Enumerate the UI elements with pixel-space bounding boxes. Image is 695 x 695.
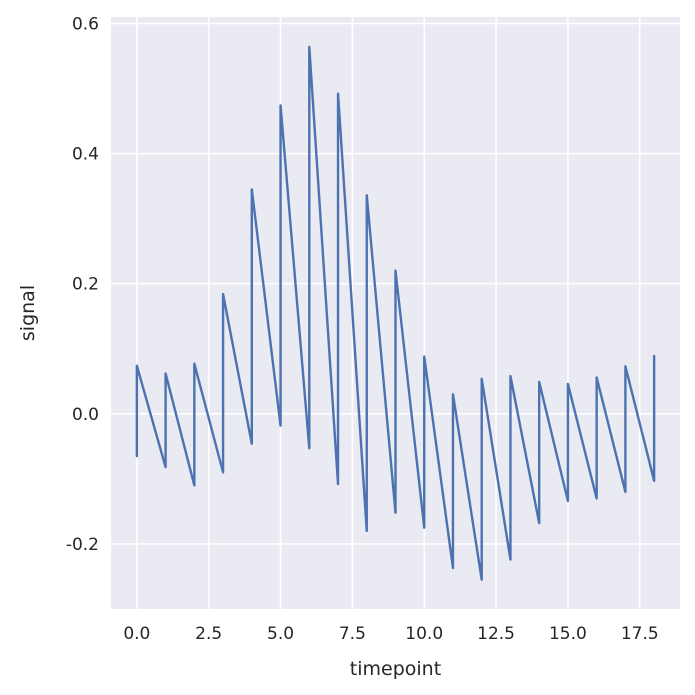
series-layer (135, 45, 656, 581)
y-axis-label: signal (17, 285, 39, 341)
y-tick-label: 0.0 (72, 405, 99, 425)
x-tick-label: 0.0 (123, 624, 150, 644)
signal-series-line (135, 45, 656, 581)
x-tick-label: 5.0 (267, 624, 294, 644)
x-tick-label: 12.5 (477, 624, 515, 644)
y-tick-label: 0.2 (72, 275, 99, 295)
y-tick-label: 0.6 (72, 15, 99, 35)
x-tick-label: 15.0 (549, 624, 587, 644)
y-tick-labels: -0.2 0.0 0.2 0.4 0.6 (66, 15, 99, 555)
x-tick-label: 2.5 (195, 624, 222, 644)
y-tick-label: -0.2 (66, 535, 99, 555)
x-tick-label: 17.5 (621, 624, 659, 644)
x-tick-label: 10.0 (405, 624, 443, 644)
x-tick-labels: 0.0 2.5 5.0 7.5 10.0 12.5 15.0 17.5 (123, 624, 658, 644)
x-axis-label: timepoint (350, 658, 441, 680)
x-tick-label: 7.5 (339, 624, 366, 644)
y-tick-label: 0.4 (72, 145, 99, 165)
